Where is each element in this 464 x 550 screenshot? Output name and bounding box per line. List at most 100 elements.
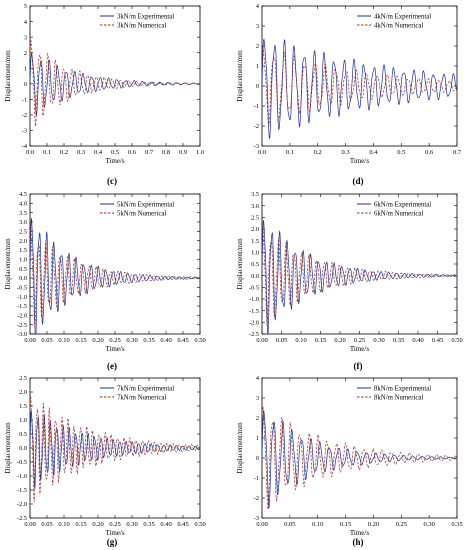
x-tick-label: 0.30 <box>126 521 137 528</box>
x-tick-label: 0.7 <box>453 149 462 156</box>
y-tick-label: -1 <box>22 97 27 104</box>
x-tick-label: 0.30 <box>126 337 137 344</box>
panel-caption: (f) <box>354 361 363 371</box>
y-tick-label: -2.5 <box>17 515 27 522</box>
y-tick-label: -2 <box>254 123 259 130</box>
x-tick-label: 0.35 <box>451 521 462 528</box>
y-tick-label: 0.0 <box>19 275 27 282</box>
y-tick-label: 1.5 <box>19 247 27 254</box>
x-tick-label: 0.3 <box>77 149 85 156</box>
y-tick-label: 3 <box>256 23 259 30</box>
panel-f: 0.00 0.05 0.10 0.15 0.20 0.25 0.30 0.35 0.40 0.45… <box>236 191 463 371</box>
legend-label: 4kN/m Numerical <box>374 22 423 29</box>
x-tick-label: 0.4 <box>94 149 103 156</box>
x-tick-label: 0.05 <box>276 337 287 344</box>
panel-caption: (d) <box>353 176 364 186</box>
y-tick-label: 4 <box>24 19 28 26</box>
legend-label: 3kN/m Experimental <box>117 13 174 20</box>
x-tick-label: 0.05 <box>41 337 52 344</box>
y-tick-label: -3 <box>254 143 259 150</box>
y-tick-label: -1.5 <box>249 308 259 315</box>
y-axis-label: Displacement/mm <box>4 50 12 102</box>
legend-box <box>98 382 196 404</box>
panel-e: 0.00 0.05 0.10 0.15 0.20 0.25 0.30 0.35 0.40 0.45… <box>4 191 206 371</box>
y-tick-label: 3.5 <box>251 191 259 198</box>
series-experimental-line <box>30 53 200 117</box>
x-tick-label: 0.20 <box>368 521 379 528</box>
legend-label: 7kN/m Experimental <box>117 385 174 392</box>
x-axis-label: Time/s <box>350 345 369 353</box>
x-tick-label: 0.35 <box>143 337 154 344</box>
x-tick-label: 0.15 <box>315 337 326 344</box>
y-tick-label: -2 <box>22 112 27 119</box>
legend-box <box>355 10 453 32</box>
y-tick-label: -3 <box>22 128 27 135</box>
x-tick-label: 0.20 <box>92 337 103 344</box>
y-tick-label: -2.0 <box>17 313 27 320</box>
x-tick-label: 0.10 <box>312 521 323 528</box>
y-tick-label: 0.5 <box>19 266 27 273</box>
series-experimental-line <box>262 38 457 139</box>
legend-box <box>98 198 196 220</box>
x-tick-label: 0.00 <box>256 521 267 528</box>
x-tick-label: 0.25 <box>109 337 120 344</box>
y-axis-label: Displacement/mm <box>4 238 12 290</box>
x-tick-label: 0.25 <box>354 337 365 344</box>
series-experimental-line <box>30 410 200 489</box>
panel-d: 0.0 0.1 0.2 0.3 0.4 0.5 0.6 0.7 -3 -2 -1 0 1 2 3 4 Time/… <box>236 3 462 186</box>
x-axis-label: Time/s <box>105 157 124 165</box>
x-tick-label: 0.2 <box>314 149 322 156</box>
y-tick-label: -0.5 <box>17 459 27 466</box>
x-tick-label: 0.00 <box>24 337 35 344</box>
x-tick-label: 0.10 <box>295 337 306 344</box>
x-tick-label: 0.2 <box>60 149 68 156</box>
series-numerical-line <box>262 45 457 128</box>
x-axis-label: Time/s <box>350 529 369 537</box>
y-tick-label: -2.0 <box>249 320 259 327</box>
legend-label: 5kN/m Experimental <box>117 201 174 208</box>
x-tick-label: 0.6 <box>425 149 434 156</box>
y-tick-label: -1.5 <box>17 487 27 494</box>
panel-caption: (c) <box>107 176 117 186</box>
x-tick-label: 0.7 <box>145 149 154 156</box>
y-tick-label: 3.0 <box>19 219 27 226</box>
series-experimental-line <box>262 409 457 508</box>
series-numerical-line <box>262 406 457 510</box>
x-tick-label: 0.05 <box>284 521 295 528</box>
y-tick-label: -3 <box>254 515 259 522</box>
x-tick-label: 0.45 <box>432 337 443 344</box>
y-tick-label: 2.5 <box>251 215 259 222</box>
y-tick-label: -2.5 <box>17 322 27 329</box>
y-tick-label: 0.5 <box>251 261 259 268</box>
y-tick-label: -2 <box>254 495 259 502</box>
y-tick-label: 1 <box>24 65 27 72</box>
y-axis-label: Displacement/mm <box>4 422 12 474</box>
y-tick-label: 2.5 <box>19 375 27 382</box>
x-tick-label: 0.20 <box>92 521 103 528</box>
y-tick-label: -2.5 <box>249 331 259 338</box>
x-tick-label: 0.30 <box>423 521 434 528</box>
x-tick-label: 0.00 <box>24 521 35 528</box>
x-axis-label: Time/s <box>105 529 124 537</box>
x-tick-label: 0.10 <box>58 521 69 528</box>
x-tick-label: 0.5 <box>111 149 119 156</box>
x-tick-label: 0.00 <box>256 337 267 344</box>
x-tick-label: 1.0 <box>196 149 204 156</box>
x-tick-label: 0.8 <box>162 149 170 156</box>
y-tick-label: 0 <box>256 83 259 90</box>
panel-c: 0.0 0.1 0.2 0.3 0.4 0.5 0.6 0.7 0.8 0.9 1.0 -4 -3 -2 -… <box>4 3 204 186</box>
y-tick-label: 2 <box>256 43 259 50</box>
x-tick-label: 0.40 <box>412 337 423 344</box>
x-tick-label: 0.15 <box>75 521 86 528</box>
x-tick-label: 0.30 <box>373 337 384 344</box>
x-tick-label: 0.0 <box>258 149 266 156</box>
y-tick-label: -1.0 <box>17 294 27 301</box>
y-tick-label: 1 <box>256 63 259 70</box>
y-tick-label: -4 <box>22 143 28 150</box>
x-axis-label: Time/s <box>105 345 124 353</box>
x-tick-label: 0.50 <box>194 521 205 528</box>
x-tick-label: 0.25 <box>109 521 120 528</box>
y-tick-label: -0.5 <box>17 285 27 292</box>
y-tick-label: 4 <box>256 3 260 10</box>
